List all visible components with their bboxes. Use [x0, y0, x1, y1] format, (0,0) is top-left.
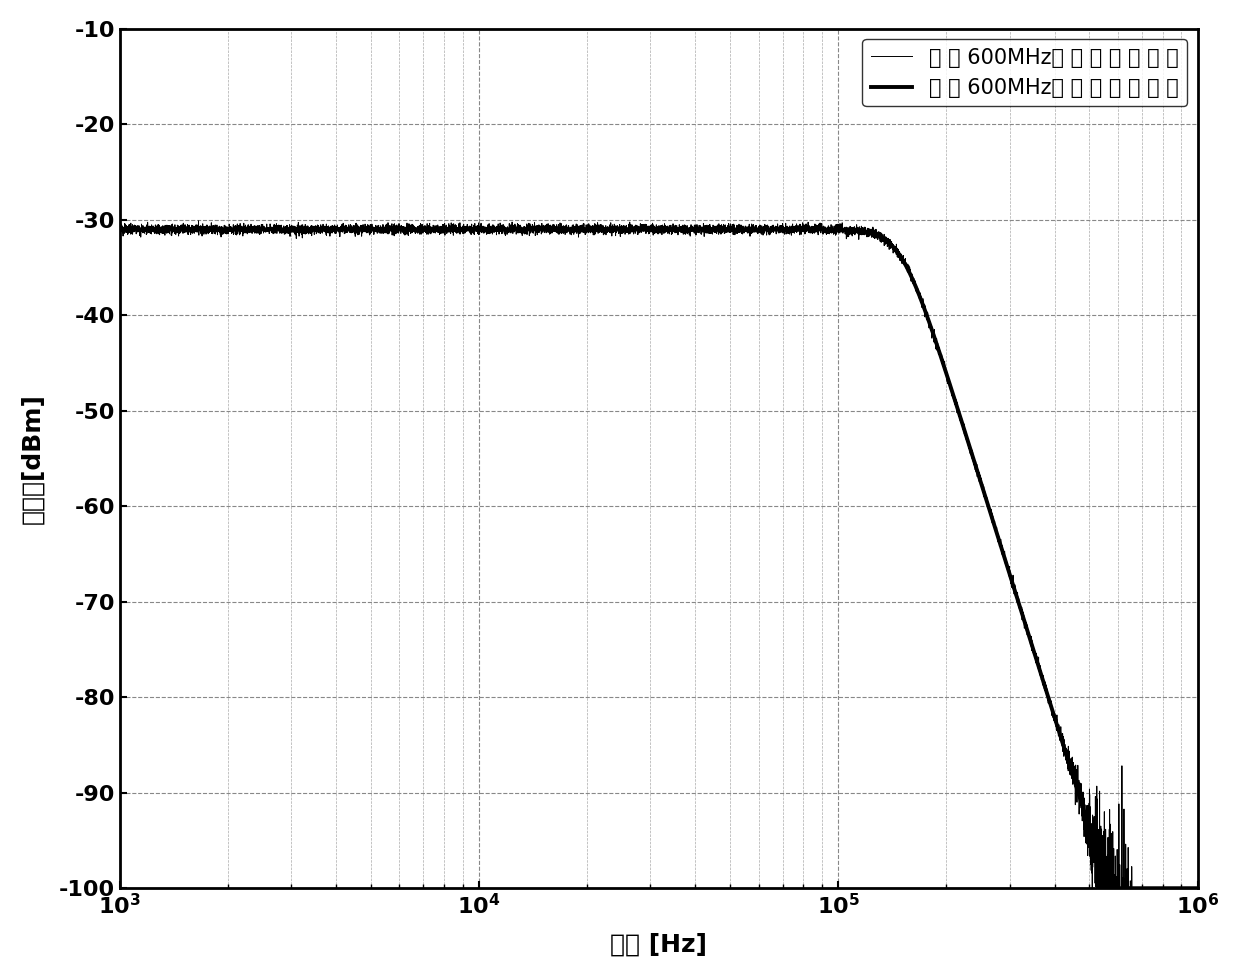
载 频 600MHz功 率 谱 拟 合 曲 线	[177, 224, 192, 235]
载 频 600MHz功 率 谱 拟 合 曲 线	[639, 224, 653, 235]
载 频 600MHz功 率 谱 测 量 曲 线	[117, 224, 131, 235]
Line: 载 频 600MHz功 率 谱 拟 合 曲 线: 载 频 600MHz功 率 谱 拟 合 曲 线	[120, 230, 1198, 888]
Line: 载 频 600MHz功 率 谱 测 量 曲 线: 载 频 600MHz功 率 谱 测 量 曲 线	[120, 221, 1198, 888]
载 频 600MHz功 率 谱 拟 合 曲 线	[1101, 882, 1116, 894]
载 频 600MHz功 率 谱 拟 合 曲 线	[157, 224, 172, 235]
载 频 600MHz功 率 谱 测 量 曲 线	[191, 215, 206, 227]
载 频 600MHz功 率 谱 测 量 曲 线	[1190, 882, 1205, 894]
载 频 600MHz功 率 谱 拟 合 曲 线	[113, 224, 128, 235]
载 频 600MHz功 率 谱 测 量 曲 线	[1133, 882, 1148, 894]
载 频 600MHz功 率 谱 测 量 曲 线	[157, 221, 172, 233]
X-axis label: 频率 [Hz]: 频率 [Hz]	[610, 932, 707, 956]
载 频 600MHz功 率 谱 拟 合 曲 线	[1133, 882, 1148, 894]
载 频 600MHz功 率 谱 拟 合 曲 线	[117, 224, 131, 235]
载 频 600MHz功 率 谱 测 量 曲 线	[177, 222, 192, 234]
载 频 600MHz功 率 谱 拟 合 曲 线	[324, 224, 339, 235]
载 频 600MHz功 率 谱 拟 合 曲 线	[1190, 882, 1205, 894]
载 频 600MHz功 率 谱 测 量 曲 线	[1085, 882, 1100, 894]
Legend: 载 频 600MHz功 率 谱 测 量 曲 线, 载 频 600MHz功 率 谱 拟 合 曲 线: 载 频 600MHz功 率 谱 测 量 曲 线, 载 频 600MHz功 率 谱…	[862, 39, 1187, 106]
载 频 600MHz功 率 谱 测 量 曲 线	[113, 226, 128, 237]
载 频 600MHz功 率 谱 测 量 曲 线	[640, 223, 655, 234]
Y-axis label: 功率谱[dBm]: 功率谱[dBm]	[21, 393, 45, 524]
载 频 600MHz功 率 谱 测 量 曲 线	[324, 226, 339, 237]
